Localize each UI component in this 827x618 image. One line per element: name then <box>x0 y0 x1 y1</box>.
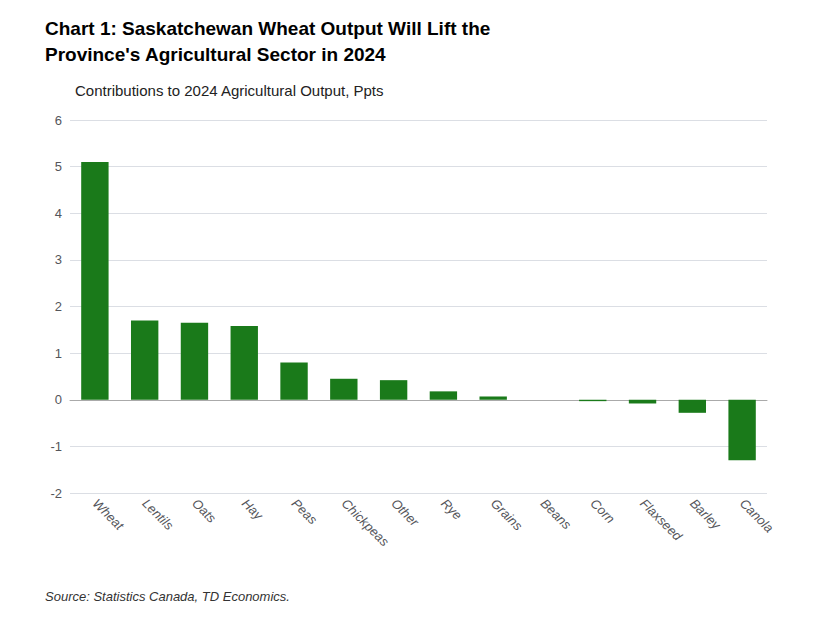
svg-text:Lentils: Lentils <box>139 496 177 534</box>
svg-text:4: 4 <box>55 206 62 221</box>
svg-text:Chart 1: Saskatchewan Wheat Ou: Chart 1: Saskatchewan Wheat Output Will … <box>45 18 490 39</box>
svg-text:1: 1 <box>55 346 62 361</box>
svg-text:Canola: Canola <box>737 496 777 536</box>
svg-text:-1: -1 <box>50 439 62 454</box>
svg-text:Oats: Oats <box>189 496 219 526</box>
svg-text:2: 2 <box>55 299 62 314</box>
svg-text:0: 0 <box>55 392 62 407</box>
svg-text:Rye: Rye <box>438 496 465 523</box>
svg-text:Grains: Grains <box>488 496 526 534</box>
svg-text:Corn: Corn <box>587 496 618 527</box>
svg-text:Hay: Hay <box>239 496 267 524</box>
svg-text:Province's Agricultural Sector: Province's Agricultural Sector in 2024 <box>45 44 386 65</box>
svg-text:Source: Statistics Canada, TD: Source: Statistics Canada, TD Economics. <box>45 589 290 604</box>
svg-text:3: 3 <box>55 252 62 267</box>
svg-text:Chickpeas: Chickpeas <box>339 496 393 550</box>
svg-text:5: 5 <box>55 159 62 174</box>
svg-text:Wheat: Wheat <box>90 496 128 534</box>
svg-text:Barley: Barley <box>687 496 725 534</box>
svg-text:-2: -2 <box>50 486 62 501</box>
svg-text:Flaxseed: Flaxseed <box>637 496 685 544</box>
svg-text:Other: Other <box>388 496 422 530</box>
svg-text:Beans: Beans <box>538 496 575 533</box>
svg-text:Contributions to 2024 Agricult: Contributions to 2024 Agricultural Outpu… <box>75 82 384 99</box>
svg-text:6: 6 <box>55 113 62 128</box>
svg-text:Peas: Peas <box>289 496 321 528</box>
